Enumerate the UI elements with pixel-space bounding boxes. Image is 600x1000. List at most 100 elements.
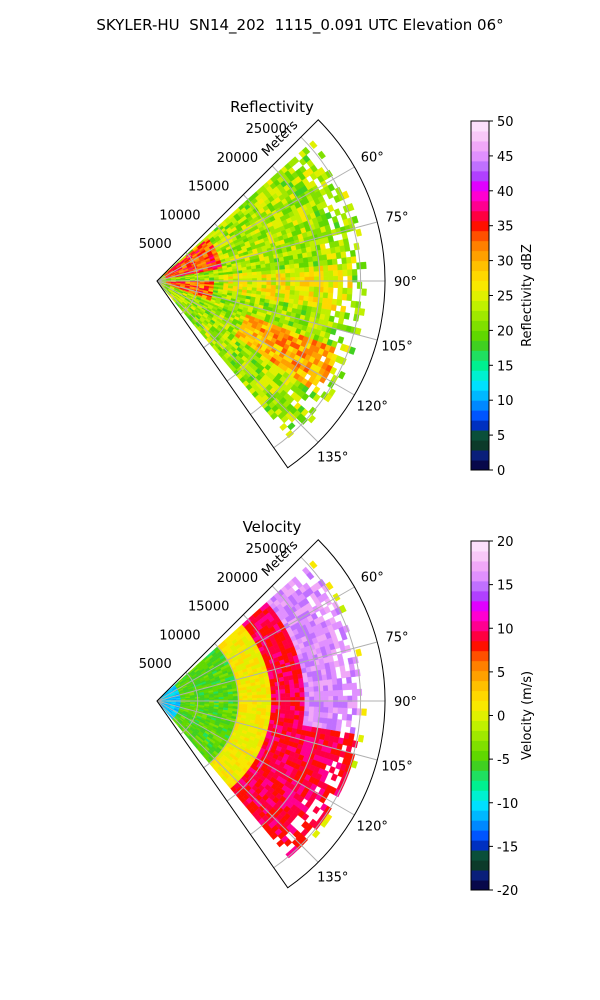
field-cell bbox=[307, 414, 317, 424]
colorbar-swatch bbox=[471, 870, 489, 881]
angle-tick-label: 90° bbox=[394, 275, 417, 290]
angle-tick-label: 135° bbox=[317, 451, 348, 466]
field-cell bbox=[271, 693, 277, 699]
field-cell bbox=[322, 679, 329, 687]
colorbar-swatch bbox=[471, 810, 489, 821]
field-cell bbox=[313, 286, 320, 293]
field-cell bbox=[233, 701, 239, 705]
colorbar-swatch bbox=[471, 660, 489, 672]
field-cell bbox=[247, 704, 253, 708]
field-cell bbox=[313, 686, 320, 692]
field-cell bbox=[252, 281, 258, 285]
field-cell bbox=[265, 686, 272, 692]
field-cell bbox=[288, 259, 295, 265]
colorbar-swatch bbox=[471, 280, 489, 292]
field-cell bbox=[345, 720, 352, 728]
field-cell bbox=[322, 297, 328, 305]
field-cell bbox=[266, 274, 272, 279]
field-cell bbox=[323, 270, 329, 277]
field-cell bbox=[299, 692, 305, 698]
field-cell bbox=[331, 672, 338, 680]
colorbar-swatch bbox=[471, 710, 489, 721]
field-cell bbox=[348, 663, 356, 672]
field-cell bbox=[242, 695, 248, 699]
field-cell bbox=[340, 632, 348, 641]
field-cell bbox=[285, 705, 291, 711]
velocity-field bbox=[156, 560, 367, 859]
field-cell bbox=[270, 705, 277, 710]
colorbar-swatch bbox=[471, 460, 489, 471]
field-cell bbox=[285, 701, 291, 707]
colorbar-tick-label: 40 bbox=[497, 185, 514, 200]
field-cell bbox=[252, 701, 258, 705]
field-cell bbox=[299, 272, 305, 278]
field-cell bbox=[284, 688, 291, 694]
field-cell bbox=[293, 714, 300, 721]
field-cell bbox=[251, 694, 258, 699]
field-cell bbox=[312, 716, 319, 723]
field-cell bbox=[260, 267, 267, 272]
field-cell bbox=[256, 694, 263, 699]
field-cell bbox=[266, 694, 272, 699]
field-cell bbox=[342, 287, 348, 295]
field-cell bbox=[308, 261, 314, 268]
velocity-colorbar: -20 -15 -10 -5 0 5 10 15 20 bbox=[470, 535, 518, 899]
field-cell bbox=[302, 257, 309, 264]
field-cell bbox=[284, 268, 291, 274]
reflectivity-field bbox=[156, 140, 367, 439]
colorbar-swatch bbox=[471, 320, 489, 331]
field-cell bbox=[271, 273, 277, 279]
field-cell bbox=[293, 294, 300, 301]
colorbar-swatch bbox=[471, 190, 489, 202]
field-cell bbox=[233, 281, 239, 285]
colorbar-swatch bbox=[471, 541, 489, 552]
field-cell bbox=[337, 683, 343, 691]
field-cell bbox=[336, 293, 343, 301]
field-cell bbox=[312, 296, 319, 303]
colorbar-tick-label: -20 bbox=[497, 884, 518, 899]
field-cell bbox=[308, 406, 317, 416]
field-cell bbox=[352, 701, 358, 709]
colorbar-swatch bbox=[471, 170, 489, 182]
field-cell bbox=[270, 266, 276, 271]
field-cell bbox=[346, 714, 353, 722]
colorbar-swatch bbox=[471, 210, 489, 222]
field-cell bbox=[322, 259, 329, 267]
field-cell bbox=[330, 773, 338, 782]
field-cell bbox=[308, 286, 315, 293]
field-cell bbox=[303, 715, 309, 722]
field-cell bbox=[312, 675, 319, 682]
field-cell bbox=[360, 261, 367, 270]
radial-tick-label: 5000 bbox=[139, 237, 172, 252]
field-cell bbox=[280, 273, 286, 278]
reflectivity-frame bbox=[156, 119, 386, 469]
field-cell bbox=[346, 294, 353, 302]
field-cell bbox=[270, 269, 277, 275]
colorbar-swatch bbox=[471, 780, 489, 791]
field-cell bbox=[280, 709, 286, 715]
field-cell bbox=[279, 265, 286, 270]
field-cell bbox=[298, 682, 305, 689]
field-cell bbox=[337, 287, 344, 295]
colorbar-swatch bbox=[471, 370, 489, 381]
colorbar-swatch bbox=[471, 121, 489, 132]
field-cell bbox=[328, 766, 336, 774]
field-cell bbox=[279, 260, 285, 267]
field-cell bbox=[266, 701, 272, 706]
field-cell bbox=[285, 285, 291, 291]
field-cell bbox=[334, 730, 341, 738]
colorbar-tick-label: -15 bbox=[497, 840, 518, 855]
field-cell bbox=[301, 146, 311, 156]
field-cell bbox=[294, 286, 301, 292]
colorbar-tick-label: 10 bbox=[497, 394, 514, 409]
field-cell bbox=[218, 696, 224, 700]
field-cell bbox=[327, 712, 334, 720]
field-cell bbox=[247, 695, 253, 699]
colorbar-swatch bbox=[471, 580, 489, 592]
field-cell bbox=[327, 259, 333, 266]
colorbar-swatch bbox=[471, 410, 489, 421]
angle-tick-label: 105° bbox=[381, 759, 412, 774]
field-cell bbox=[299, 687, 305, 693]
radial-tick-label: 25000 bbox=[246, 122, 287, 137]
reflectivity-angle-ticks: 60° 75° 90° 105° 120° 135° bbox=[317, 151, 417, 466]
